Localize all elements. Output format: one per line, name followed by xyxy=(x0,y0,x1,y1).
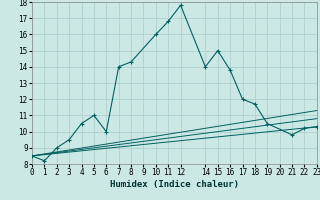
X-axis label: Humidex (Indice chaleur): Humidex (Indice chaleur) xyxy=(110,180,239,189)
